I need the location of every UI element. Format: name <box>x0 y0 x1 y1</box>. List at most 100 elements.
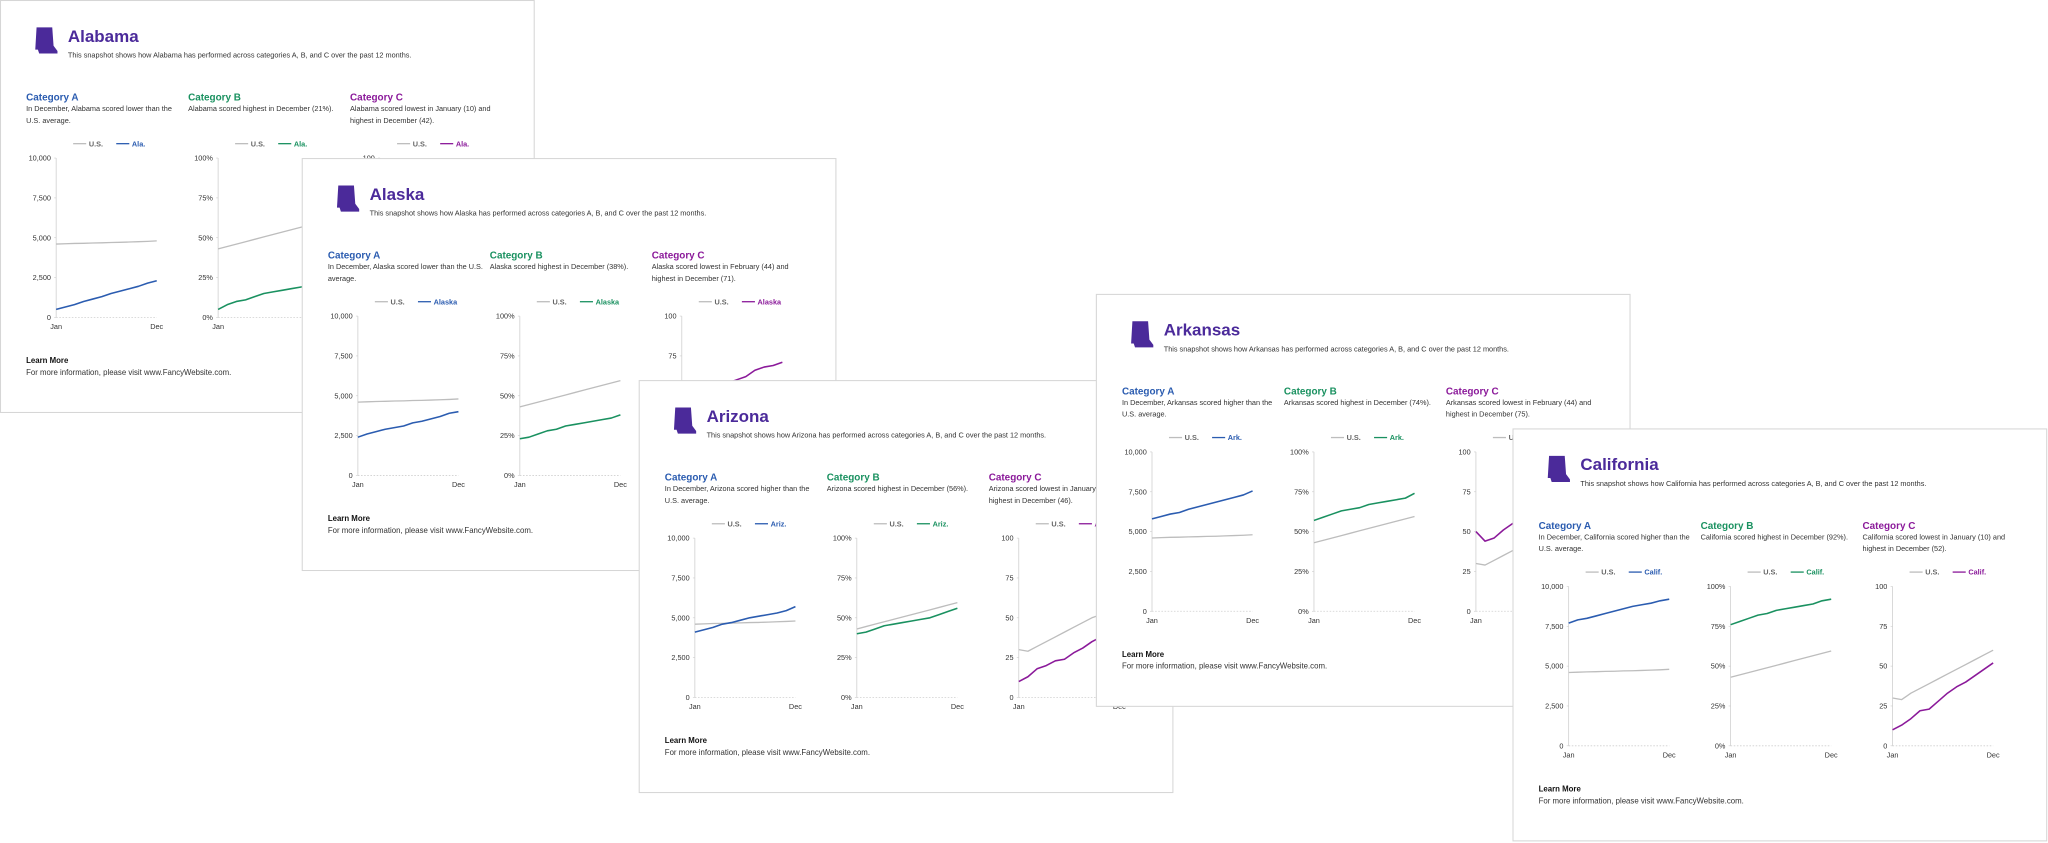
learn-more: Learn More <box>1539 785 1582 794</box>
y-tick-label: 50% <box>500 391 515 400</box>
chart-title: Category A <box>665 473 717 484</box>
y-tick-label: 0% <box>841 693 852 702</box>
y-tick-label: 2,500 <box>1545 702 1563 711</box>
chart-subtitle-box: In December, Alaska scored lower than th… <box>327 263 483 284</box>
x-tick-label: Jan <box>1563 751 1575 760</box>
y-tick-label: 100% <box>1290 448 1309 457</box>
y-tick-label: 50 <box>1879 662 1887 671</box>
y-tick-label: 100 <box>1001 534 1013 543</box>
y-tick-label: 0 <box>1467 607 1471 616</box>
x-tick-label: Jan <box>1725 751 1737 760</box>
legend-label: U.S. <box>728 519 742 528</box>
series-line <box>1892 649 1994 701</box>
more-info: For more information, please visit www.F… <box>665 748 870 757</box>
series-line <box>519 414 621 440</box>
y-tick-label: 25% <box>837 653 852 662</box>
legend-label: U.S. <box>1347 433 1361 442</box>
x-tick-label: Jan <box>352 480 364 489</box>
chart-subtitle-box: California scored highest in December (9… <box>1700 534 1848 543</box>
y-tick-label: 100% <box>194 154 213 163</box>
series-line <box>56 240 157 245</box>
series-line <box>519 379 621 408</box>
y-tick-label: 10,000 <box>1124 448 1146 457</box>
chart-subtitle: Arkansas scored lowest in February (44) … <box>1445 399 1592 420</box>
card: Arizona This snapshot shows how Arizona h… <box>638 380 1174 794</box>
legend-label: Alaska <box>434 297 458 306</box>
legend-label: U.S. <box>1051 519 1065 528</box>
series-line <box>1892 662 1994 731</box>
y-tick-label: 25 <box>1005 653 1013 662</box>
chart-title: Category B <box>827 473 880 484</box>
y-tick-label: 50% <box>1294 527 1309 536</box>
chart-subtitle: In December, Alabama scored lower than t… <box>26 105 172 126</box>
legend-label: Ala. <box>294 139 307 148</box>
series-line <box>55 279 157 311</box>
y-tick-label: 50 <box>1005 613 1013 622</box>
legend-label: Ark. <box>1390 433 1404 442</box>
state-icon <box>1547 455 1570 482</box>
y-tick-label: 100% <box>833 534 852 543</box>
series-line <box>1151 490 1253 520</box>
y-tick-label: 75 <box>668 352 676 361</box>
chart-subtitle: Arizona scored lowest in January (10) an… <box>988 485 1126 506</box>
series-line <box>1730 598 1832 626</box>
card-title: California <box>1580 455 1659 474</box>
series-line <box>856 602 958 630</box>
chart-subtitle-box: Arkansas scored highest in December (74%… <box>1283 399 1431 408</box>
chart-title: Category A <box>1122 386 1174 397</box>
x-tick-label: Jan <box>1013 702 1025 711</box>
learn-more: Learn More <box>1122 650 1165 659</box>
chart-subtitle: In December, Alaska scored lower than th… <box>327 263 483 284</box>
chart-subtitle-box: In December, California scored higher th… <box>1539 534 1690 554</box>
state-icon <box>35 27 58 54</box>
y-tick-label: 100 <box>664 312 676 321</box>
y-tick-label: 2,500 <box>1129 567 1147 576</box>
y-tick-label: 5,000 <box>1545 662 1563 671</box>
chart-subtitle: California scored highest in December (9… <box>1700 534 1848 543</box>
chart-subtitle: Alabama scored highest in December (21%)… <box>188 105 334 114</box>
x-tick-label: Jan <box>689 702 701 711</box>
y-tick-label: 50% <box>198 233 213 242</box>
chart-subtitle-box: Alaska scored lowest in February (44) an… <box>652 264 789 284</box>
chart-subtitle: Arizona scored highest in December (56%)… <box>826 485 969 494</box>
y-tick-label: 75% <box>198 193 213 202</box>
y-tick-label: 25% <box>500 431 515 440</box>
legend-label: U.S. <box>1601 568 1615 577</box>
x-tick-label: Jan <box>514 480 526 489</box>
legend-label: U.S. <box>89 139 103 148</box>
x-tick-label: Dec <box>1246 616 1259 625</box>
y-tick-label: 7,500 <box>33 193 51 202</box>
y-tick-label: 25 <box>1463 567 1471 576</box>
y-tick-label: 25 <box>1879 702 1887 711</box>
y-tick-label: 75 <box>1463 487 1471 496</box>
x-tick-label: Jan <box>50 322 62 331</box>
chart-subtitle: Arkansas scored highest in December (74%… <box>1283 399 1431 408</box>
chart-subtitle: In December, Arizona scored higher than … <box>664 485 810 506</box>
y-tick-label: 7,500 <box>1129 487 1147 496</box>
card-background <box>1512 428 2048 842</box>
y-tick-label: 0 <box>1883 741 1887 750</box>
y-tick-label: 75% <box>1294 487 1309 496</box>
y-tick-label: 0 <box>47 313 51 322</box>
card-background <box>638 380 1174 794</box>
y-tick-label: 2,500 <box>33 273 51 282</box>
y-tick-label: 0 <box>349 471 353 480</box>
state-icon <box>1131 321 1154 348</box>
y-tick-label: 0% <box>1715 741 1726 750</box>
series-line <box>1730 650 1832 678</box>
card-title: Arkansas <box>1164 321 1240 340</box>
legend-label: Alaska <box>758 297 782 306</box>
y-tick-label: 10,000 <box>667 534 689 543</box>
y-tick-label: 75% <box>837 574 852 583</box>
y-tick-label: 0 <box>686 693 690 702</box>
chart-subtitle-box: Alabama scored highest in December (21%)… <box>188 105 334 114</box>
card-description: This snapshot shows how Arkansas has per… <box>1164 344 1509 353</box>
chart-title: Category B <box>1701 521 1754 532</box>
chart-subtitle-box: In December, Arkansas scored higher than… <box>1122 400 1272 420</box>
chart-subtitle: Alabama scored lowest in January (10) an… <box>350 105 491 126</box>
legend-label: Ark. <box>1228 433 1242 442</box>
series-line <box>357 398 459 403</box>
y-tick-label: 10,000 <box>1541 582 1563 591</box>
x-tick-label: Dec <box>1825 751 1838 760</box>
